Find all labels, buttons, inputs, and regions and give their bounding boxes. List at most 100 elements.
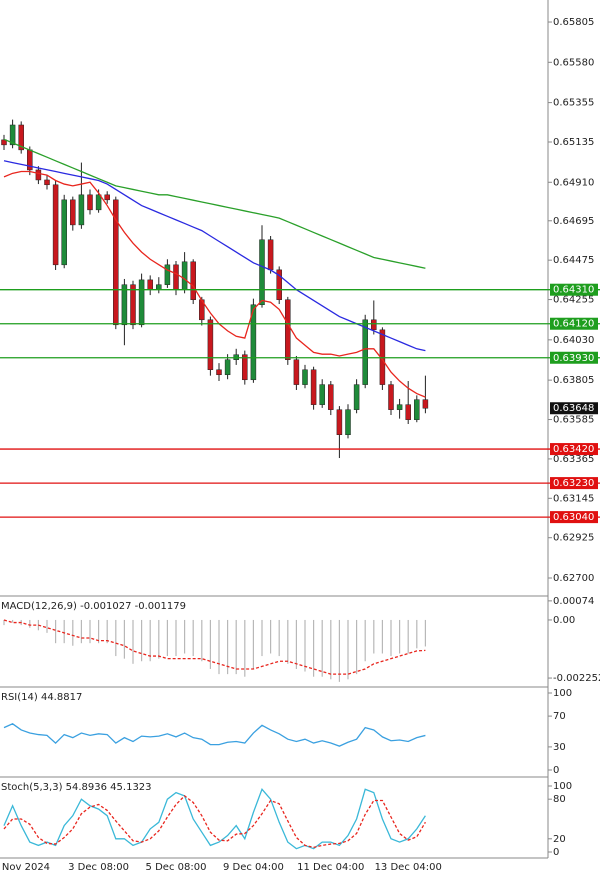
macd-bar [115,619,117,657]
candle-body [267,239,274,271]
candle-body [156,284,162,290]
candle-body [44,179,50,186]
indicator-line [3,795,426,849]
level-label-box [550,283,598,296]
candle-body [207,319,214,370]
macd-bar [201,619,203,662]
candle-body [336,409,343,435]
candle-body [121,284,128,326]
y-tick-label: 0.64030 [553,335,594,346]
candle-body [345,409,351,435]
macd-bar [321,619,323,677]
candle-body [138,279,145,326]
x-tick-label: 5 Dec 08:00 [146,862,207,873]
macd-bar [347,619,349,680]
level-label: 0.63420 [553,444,594,455]
candle-body [87,194,93,211]
candle-body [302,369,308,385]
candle-body [130,284,136,326]
macd-bar [399,619,401,654]
level-label-box [550,443,598,456]
macd-bar [98,619,100,644]
candle-body [216,369,222,376]
macd-bar [381,619,383,654]
candle-body [285,299,291,360]
macd-bar [364,619,366,662]
macd-bar [261,619,263,657]
y-tick-label: 0.63145 [553,493,594,504]
level-label-box [550,317,598,330]
level-label: 0.63230 [553,478,594,489]
macd-bar [330,619,332,680]
y-tick-label: 0.62700 [553,573,594,584]
macd-bar [373,619,375,654]
macd-bar [80,619,82,644]
y-tick-label: 0.65580 [553,57,594,68]
candle-body [173,264,179,290]
macd-bar [55,619,57,644]
level-label-box [550,477,598,490]
candle-body [52,184,59,266]
macd-bar [278,619,280,657]
y-tick-label: 0 [553,765,559,776]
macd-bar [235,619,237,675]
signal-line [3,619,426,675]
x-tick-label: 9 Dec 04:00 [223,862,284,873]
candle-body [70,199,76,226]
macd-bar [158,619,160,659]
moving-average [3,170,426,398]
last-price-label: 0.63648 [553,403,594,414]
indicator-title: Stoch(5,3,3) 54.8936 45.1323 [1,782,152,793]
last-price-box [550,402,598,415]
macd-bar [175,619,177,657]
macd-bar [338,619,340,682]
y-tick-label: 0.63585 [553,415,594,426]
y-tick-label: 0.64475 [553,255,594,266]
candle-body [422,399,429,409]
candle-body [353,384,360,410]
candle-body [181,261,188,290]
candle-body [242,354,248,381]
macd-bar [149,619,151,662]
candle-body [164,264,171,285]
candle-body [224,359,231,376]
indicator-line [3,788,426,850]
macd-bar [89,619,91,644]
candle-body [310,369,317,405]
level-label-box [550,511,598,524]
macd-bar [3,619,5,626]
candle-body [61,199,67,266]
candle-body [9,124,16,146]
y-tick-label: 100 [553,688,572,699]
macd-bar [72,619,74,646]
y-tick-label: 0.65355 [553,98,594,109]
macd-bar [29,619,31,628]
y-tick-label: 0.64910 [553,177,594,188]
indicator-title: RSI(14) 44.8817 [1,692,82,703]
candle-body [414,399,420,420]
macd-bar [141,619,143,662]
y-tick-label: 20 [553,834,566,845]
macd-bar [227,619,229,675]
y-tick-label: 0.65135 [553,137,594,148]
candle-body [293,359,300,385]
y-tick-label: 100 [553,781,572,792]
candle-body [147,279,153,290]
macd-bar [106,619,108,644]
macd-bar [244,619,246,677]
level-label: 0.63930 [553,353,594,364]
macd-bar [166,619,168,657]
indicator-title: MACD(12,26,9) -0.001027 -0.001179 [1,601,186,612]
candle-body [319,384,325,405]
candle-body [388,384,394,410]
x-tick-label: 3 Dec 08:00 [68,862,129,873]
y-tick-label: 0.65805 [553,17,594,28]
macd-bar [287,619,289,664]
candle-body [190,261,196,300]
candle-body [276,269,282,300]
macd-bar [304,619,306,672]
macd-bar [313,619,315,677]
macd-bar [252,619,254,669]
